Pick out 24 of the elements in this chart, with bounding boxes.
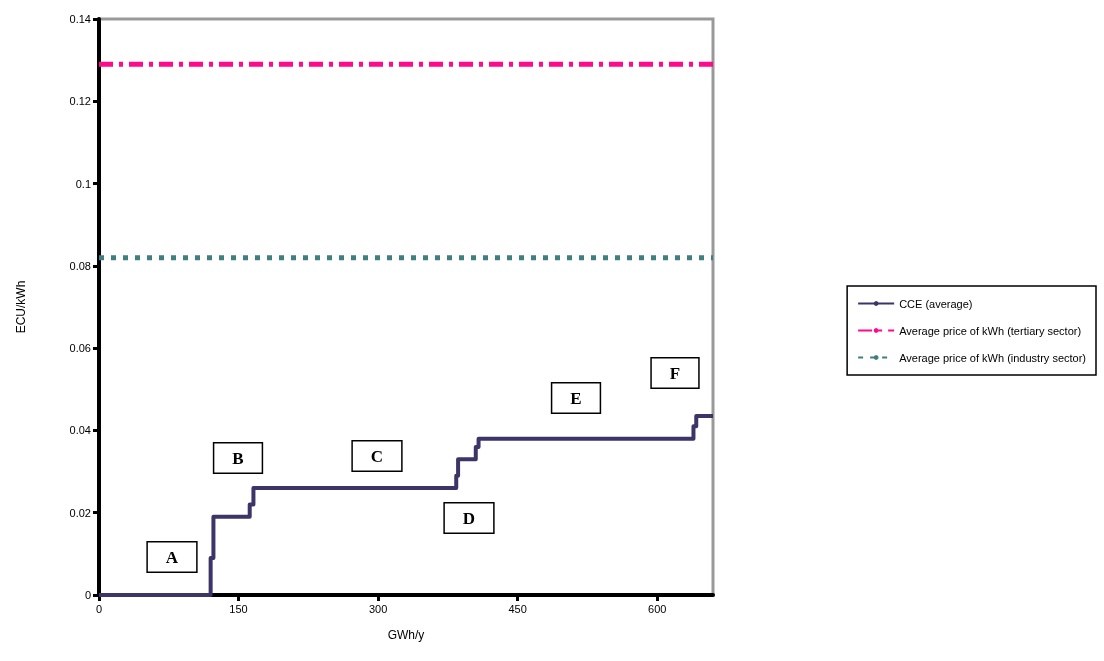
y-tick-label: 0.02	[69, 506, 91, 519]
x-tick-label: 300	[368, 602, 388, 615]
y-tick-label: 0.06	[69, 342, 91, 355]
y-tick-label: 0	[84, 589, 91, 601]
legend-label: Average price of kWh (tertiary sector)	[899, 324, 1082, 337]
x-tick-label: 150	[229, 602, 248, 615]
x-axis-title: GWh/y	[387, 628, 425, 642]
y-tick-label: 0.04	[69, 424, 91, 437]
x-tick-label: 0	[95, 602, 103, 615]
legend-label: Average price of kWh (industry sector)	[899, 351, 1087, 364]
annotation: E	[570, 388, 582, 408]
y-tick-label: 0.08	[69, 259, 91, 272]
annotation: D	[462, 508, 476, 528]
annotation: F	[669, 363, 681, 383]
x-tick-label: 600	[648, 602, 667, 615]
y-axis-title: ECU/kWh	[14, 280, 28, 334]
y-tick-label: 0.12	[69, 95, 91, 108]
legend-label: CCE (average)	[899, 297, 973, 310]
annotation: A	[165, 547, 179, 567]
y-tick-label: 0.1	[75, 177, 91, 190]
x-tick-label: 450	[508, 602, 527, 615]
annotation: C	[370, 446, 384, 466]
y-tick-label: 0.14	[69, 13, 91, 25]
annotation: B	[232, 448, 244, 468]
